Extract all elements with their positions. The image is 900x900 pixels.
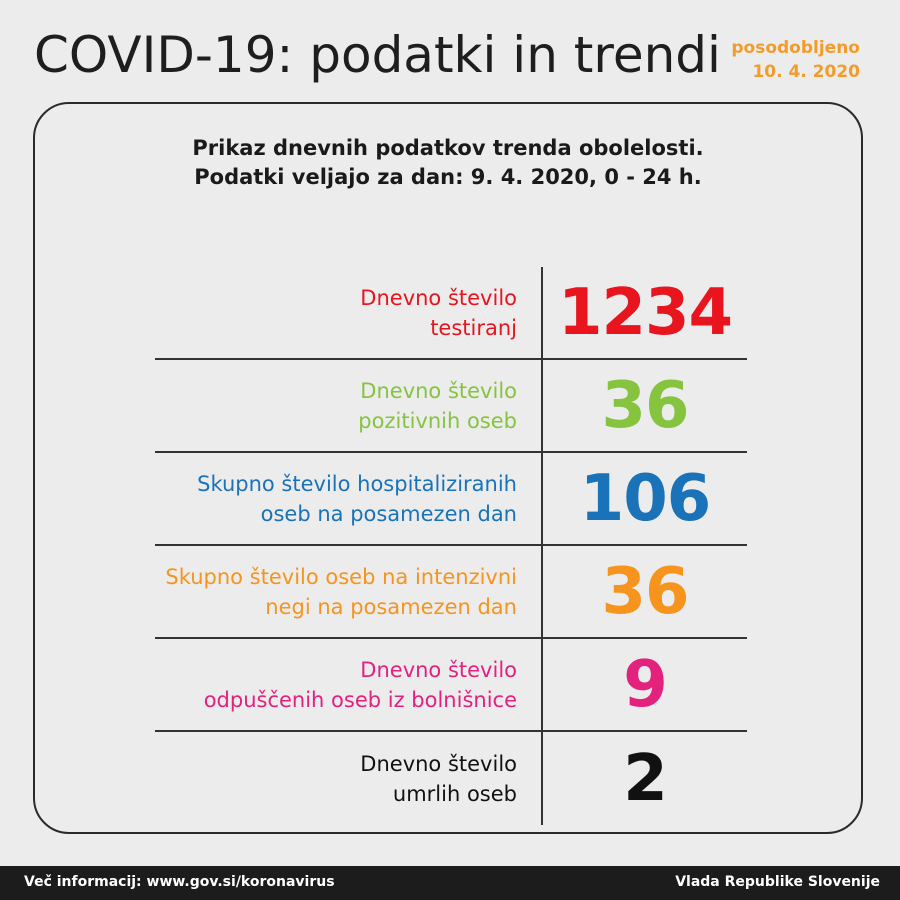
stat-row-tests: Dnevno število testiranj 1234 bbox=[155, 267, 747, 360]
subtitle-line-1: Prikaz dnevnih podatkov trenda obolelost… bbox=[192, 136, 704, 160]
stat-row-deaths: Dnevno število umrlih oseb 2 bbox=[155, 732, 747, 825]
stat-value: 1234 bbox=[557, 275, 733, 350]
subtitle-line-2: Podatki veljajo za dan: 9. 4. 2020, 0 - … bbox=[194, 165, 702, 189]
column-divider bbox=[541, 267, 543, 358]
stat-label-line-2: testiranj bbox=[430, 315, 517, 340]
stat-label-line-1: Dnevno število bbox=[360, 657, 517, 682]
stat-label-line-1: Dnevno število bbox=[360, 378, 517, 403]
stat-value: 9 bbox=[623, 647, 668, 722]
stat-label-line-2: oseb na posamezen dan bbox=[260, 501, 517, 526]
stat-label-line-1: Skupno število hospitaliziranih bbox=[197, 471, 517, 496]
stat-value: 36 bbox=[601, 368, 689, 443]
updated-date: 10. 4. 2020 bbox=[752, 62, 860, 82]
stat-label-line-2: pozitivnih oseb bbox=[358, 408, 517, 433]
stats-table: Dnevno število testiranj 1234 Dnevno šte… bbox=[155, 267, 747, 825]
updated-label: posodobljeno bbox=[731, 38, 860, 58]
column-divider bbox=[541, 453, 543, 544]
stat-label-line-2: negi na posamezen dan bbox=[265, 594, 517, 619]
footer-info-link[interactable]: Več informacij: www.gov.si/koronavirus bbox=[24, 874, 335, 890]
stat-label-line-1: Dnevno število bbox=[360, 285, 517, 310]
footer-bar: Več informacij: www.gov.si/koronavirus V… bbox=[0, 866, 900, 900]
panel-subtitle: Prikaz dnevnih podatkov trenda obolelost… bbox=[35, 134, 861, 192]
stat-label: Skupno število hospitaliziranih oseb na … bbox=[155, 453, 517, 544]
updated-info: posodobljeno 10. 4. 2020 bbox=[731, 36, 860, 84]
column-divider bbox=[541, 732, 543, 825]
stats-panel: Prikaz dnevnih podatkov trenda obolelost… bbox=[33, 102, 863, 834]
stat-row-positive: Dnevno število pozitivnih oseb 36 bbox=[155, 360, 747, 453]
stat-value: 36 bbox=[601, 554, 689, 629]
stat-label: Dnevno število testiranj bbox=[155, 267, 517, 358]
column-divider bbox=[541, 546, 543, 637]
column-divider bbox=[541, 639, 543, 730]
stat-value: 2 bbox=[623, 741, 668, 816]
page-title: COVID-19: podatki in trendi bbox=[34, 26, 721, 84]
stat-label: Dnevno število pozitivnih oseb bbox=[155, 360, 517, 451]
stat-row-discharged: Dnevno število odpuščenih oseb iz bolniš… bbox=[155, 639, 747, 732]
footer-organization: Vlada Republike Slovenije bbox=[675, 874, 880, 890]
stat-label: Dnevno število umrlih oseb bbox=[155, 732, 517, 825]
stat-label-line-1: Skupno število oseb na intenzivni bbox=[165, 564, 517, 589]
stat-row-hospitalized: Skupno število hospitaliziranih oseb na … bbox=[155, 453, 747, 546]
stat-label: Dnevno število odpuščenih oseb iz bolniš… bbox=[155, 639, 517, 730]
stat-row-intensive-care: Skupno število oseb na intenzivni negi n… bbox=[155, 546, 747, 639]
stat-label-line-2: odpuščenih oseb iz bolnišnice bbox=[203, 687, 517, 712]
stat-value: 106 bbox=[579, 461, 712, 536]
stat-label-line-1: Dnevno število bbox=[360, 751, 517, 776]
column-divider bbox=[541, 360, 543, 451]
stat-label-line-2: umrlih oseb bbox=[392, 781, 517, 806]
stat-label: Skupno število oseb na intenzivni negi n… bbox=[155, 546, 517, 637]
